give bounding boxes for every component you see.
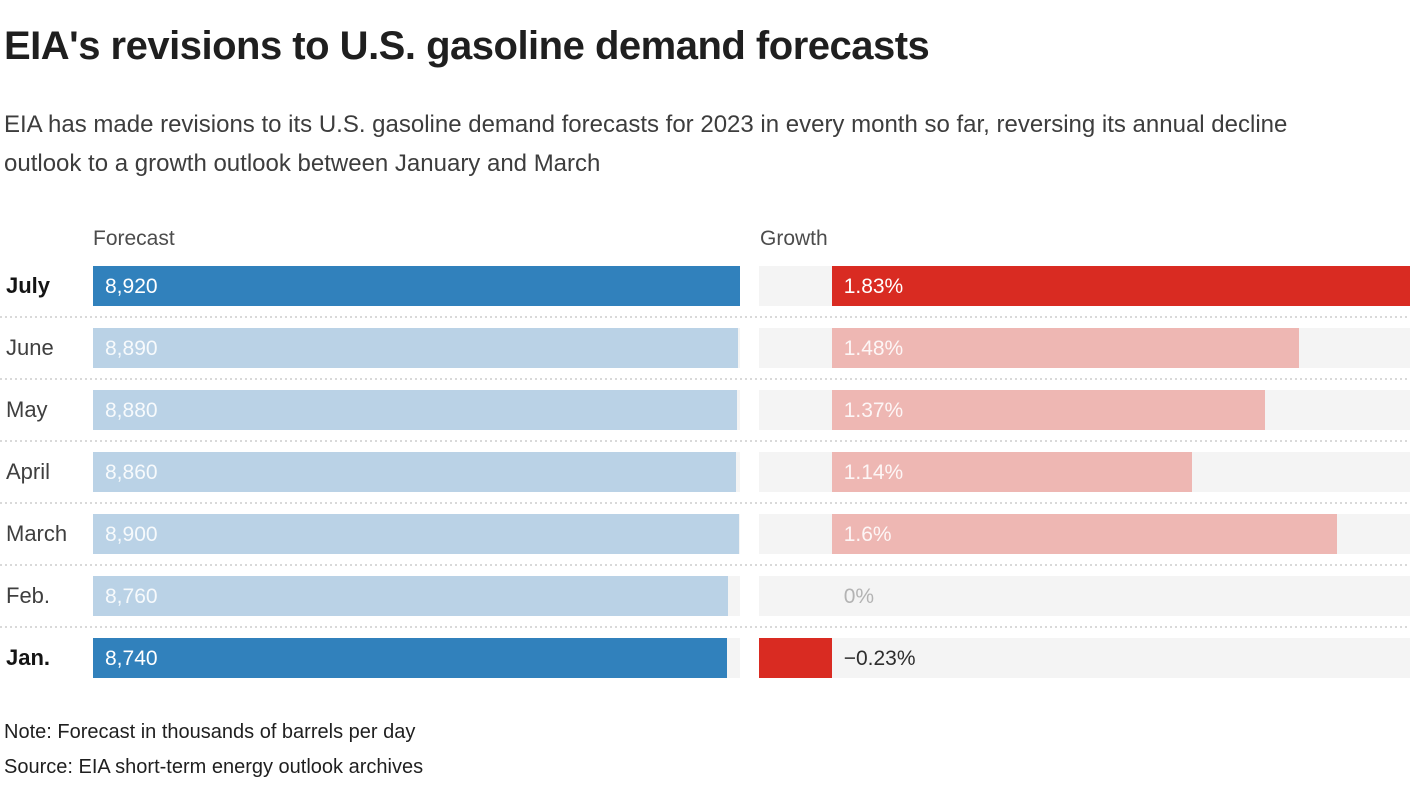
forecast-bar-april	[93, 452, 736, 492]
forecast-bar-june	[93, 328, 738, 368]
growth-value-april: 1.14%	[843, 461, 904, 484]
growth-bar-june	[831, 328, 1300, 368]
forecast-bar-march	[93, 514, 739, 554]
month-label-april: April	[6, 459, 51, 484]
growth-bar-july	[831, 266, 1410, 306]
row-separator	[0, 440, 1410, 442]
growth-value-march: 1.6%	[843, 523, 892, 546]
growth-bar-jan	[759, 638, 832, 678]
page-title: EIA's revisions to U.S. gasoline demand …	[4, 24, 930, 68]
column-header-growth: Growth	[760, 227, 828, 250]
forecast-value-may: 8,880	[105, 399, 158, 422]
month-label-may: May	[6, 397, 48, 422]
growth-value-may: 1.37%	[843, 399, 904, 422]
row-separator	[0, 564, 1410, 566]
forecast-bar-may	[93, 390, 738, 430]
row-separator	[0, 626, 1410, 628]
column-header-forecast: Forecast	[93, 227, 175, 250]
growth-value-june: 1.48%	[843, 337, 904, 360]
forecast-bar-july	[93, 266, 740, 306]
growth-track-jan	[759, 638, 1410, 678]
growth-value-feb: 0%	[843, 585, 875, 608]
row-separator	[0, 316, 1410, 318]
forecast-value-june: 8,890	[105, 337, 158, 360]
month-label-feb: Feb.	[6, 583, 51, 608]
forecast-bar-feb	[93, 576, 729, 616]
forecast-value-july: 8,920	[105, 275, 158, 298]
forecast-value-jan: 8,740	[105, 647, 158, 670]
growth-bar-april	[831, 452, 1192, 492]
month-label-june: June	[6, 335, 54, 360]
growth-value-july: 1.83%	[843, 275, 904, 298]
growth-track-feb	[759, 576, 1410, 616]
growth-bar-may	[831, 390, 1265, 430]
chart-source: Source: EIA short-term energy outlook ar…	[4, 756, 424, 778]
month-label-jan: Jan.	[6, 645, 51, 670]
forecast-value-april: 8,860	[105, 461, 158, 484]
forecast-value-feb: 8,760	[105, 585, 158, 608]
growth-bar-march	[831, 514, 1338, 554]
forecast-value-march: 8,900	[105, 523, 158, 546]
forecast-bar-jan	[93, 638, 727, 678]
row-separator	[0, 502, 1410, 504]
chart-note: Note: Forecast in thousands of barrels p…	[4, 721, 416, 743]
page-subtitle: EIA has made revisions to its U.S. gasol…	[4, 111, 1288, 177]
month-label-march: March	[6, 521, 68, 546]
growth-value-jan: −0.23%	[843, 647, 916, 670]
row-separator	[0, 378, 1410, 380]
month-label-july: July	[6, 273, 51, 298]
